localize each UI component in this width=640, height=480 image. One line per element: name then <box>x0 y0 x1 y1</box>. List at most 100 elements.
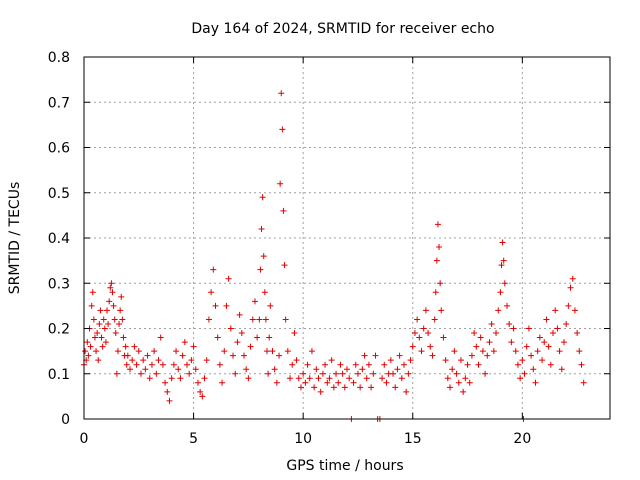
data-point <box>188 357 195 364</box>
data-point <box>105 320 112 327</box>
data-point <box>190 343 197 350</box>
data-point <box>416 334 423 341</box>
data-point <box>155 357 162 364</box>
data-point <box>493 330 500 337</box>
data-point <box>240 352 247 359</box>
data-point <box>501 280 508 287</box>
data-point <box>495 307 502 314</box>
data-point <box>114 348 121 355</box>
data-point <box>381 361 388 368</box>
x-tick-label: 0 <box>80 431 89 447</box>
data-point <box>159 361 166 368</box>
data-point <box>499 239 506 246</box>
data-point <box>414 316 421 323</box>
data-point <box>131 343 138 350</box>
data-point <box>225 275 232 282</box>
data-point <box>400 361 407 368</box>
data-point <box>110 302 117 309</box>
data-point <box>230 352 237 359</box>
data-point <box>94 330 101 337</box>
data-point <box>308 348 315 355</box>
x-axis-label: GPS time / hours <box>286 458 403 474</box>
data-point <box>179 352 186 359</box>
data-point <box>462 375 469 382</box>
data-point <box>140 357 147 364</box>
data-point <box>409 343 416 350</box>
data-point <box>313 366 320 373</box>
data-point <box>363 375 370 382</box>
data-point <box>148 361 155 368</box>
data-point <box>473 343 480 350</box>
data-point <box>519 357 526 364</box>
data-point <box>259 194 266 201</box>
data-point <box>468 352 475 359</box>
data-point <box>330 384 337 391</box>
data-point <box>500 257 507 264</box>
data-point <box>166 397 173 404</box>
data-point <box>212 302 219 309</box>
data-point <box>536 334 543 341</box>
data-point <box>278 90 285 97</box>
data-point <box>567 284 574 291</box>
data-point <box>201 375 208 382</box>
data-point <box>359 366 366 373</box>
data-point <box>352 361 359 368</box>
data-point <box>142 366 149 373</box>
data-point <box>262 316 269 323</box>
data-point <box>556 348 563 355</box>
data-point <box>90 316 97 323</box>
data-point <box>181 339 188 346</box>
data-point <box>315 375 322 382</box>
data-point <box>281 262 288 269</box>
data-point <box>280 207 287 214</box>
data-point <box>571 307 578 314</box>
data-point <box>554 325 561 332</box>
data-point <box>254 334 261 341</box>
data-point <box>431 316 438 323</box>
data-point <box>258 225 265 232</box>
data-point <box>512 348 519 355</box>
data-point <box>265 370 272 377</box>
data-point <box>279 126 286 133</box>
data-point <box>306 375 313 382</box>
data-point <box>289 361 296 368</box>
data-point <box>437 280 444 287</box>
data-point <box>420 325 427 332</box>
data-point <box>264 348 271 355</box>
data-point <box>372 352 379 359</box>
data-point <box>390 370 397 377</box>
data-point <box>245 375 252 382</box>
data-point <box>569 275 576 282</box>
data-point <box>311 384 318 391</box>
data-point <box>234 339 241 346</box>
data-point <box>455 379 462 386</box>
data-point <box>387 357 394 364</box>
data-point <box>436 244 443 251</box>
y-tick-label: 0.6 <box>48 141 70 157</box>
data-point <box>129 357 136 364</box>
y-tick-label: 0 <box>61 412 70 428</box>
data-point <box>433 257 440 264</box>
data-point <box>297 384 304 391</box>
data-point <box>119 316 126 323</box>
data-point <box>146 375 153 382</box>
data-point <box>133 361 140 368</box>
data-point <box>580 379 587 386</box>
data-point <box>407 357 414 364</box>
axis-ticks: 0 0.1 0.2 0.3 0.4 0.5 0.6 0.7 0.8 0 5 10 15 20 <box>48 50 610 447</box>
data-point <box>503 302 510 309</box>
y-axis-label: SRMTID / TECUs <box>7 182 23 295</box>
data-point <box>95 357 102 364</box>
data-point <box>361 352 368 359</box>
data-point <box>457 357 464 364</box>
data-point <box>82 348 89 355</box>
data-point <box>199 393 206 400</box>
data-point <box>510 325 517 332</box>
x-tick-label: 15 <box>404 431 422 447</box>
data-point <box>236 311 243 318</box>
data-point <box>251 298 258 305</box>
data-point <box>267 302 274 309</box>
data-point <box>186 370 193 377</box>
data-point <box>498 262 505 269</box>
data-point <box>168 375 175 382</box>
